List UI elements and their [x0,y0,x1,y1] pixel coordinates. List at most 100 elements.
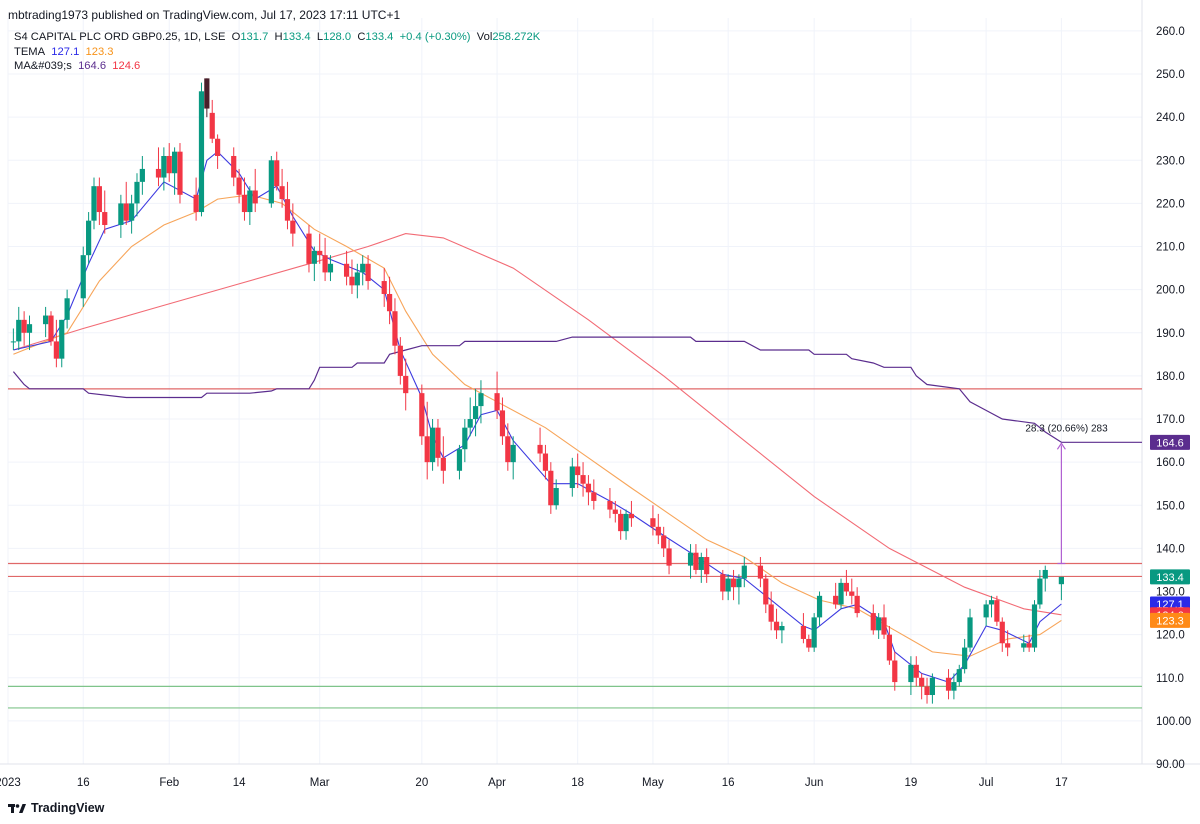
x-tick-label: 17 [1055,777,1068,789]
legend-ma-value-2: 124.6 [112,60,141,72]
legend-open-label: O [231,31,241,43]
x-tick-label: Apr [488,777,506,789]
candle-body [919,677,925,687]
candle-body [843,582,850,592]
tradingview-brand: TradingView [8,801,104,815]
candle-body [204,78,210,109]
candle-body [741,565,747,579]
candle-body [64,298,70,320]
candle-body [236,177,242,195]
measure-label: 28.3 (20.66%) 283 [1025,423,1108,434]
candle-body [1031,604,1038,648]
grid-lines [0,0,1200,765]
legend-tema-value-2: 123.3 [85,45,114,58]
y-tick-label: 240.0 [1156,112,1185,124]
legend-close-label: C [357,31,366,43]
candle-body [118,203,124,225]
candle-body [123,203,129,221]
candle-body [924,686,930,696]
candle-body [424,436,430,463]
legend-tema-row: TEMA 127.1 123.3 [14,45,540,60]
candle-body [553,488,559,506]
legend-high-label: H [274,31,283,43]
candle-body [279,186,285,200]
y-tick-label: 230.0 [1156,155,1185,167]
candle-body [21,319,27,333]
candle-body [306,233,312,264]
candle-body [892,660,898,683]
candle-body [43,315,49,325]
candle-body [580,475,586,484]
candle-body [209,112,215,139]
candle-body [736,578,742,588]
y-tick-label: 140.0 [1156,543,1185,555]
candle-body [757,565,764,579]
candle-body [569,466,575,489]
candle-body [102,212,108,225]
candle-body [1058,576,1064,585]
y-tick-label: 170.0 [1156,414,1185,426]
candle-body [849,591,855,596]
candle-body [456,449,463,471]
candle-body [1042,569,1048,579]
chart-legend: S4 CAPITAL PLC ORD GBP0.25, 1D, LSE O131… [14,30,540,74]
candle-body [467,419,473,428]
x-tick-label: 20 [415,777,428,789]
y-tick-label: 180.0 [1156,371,1185,383]
candle-body [967,617,973,648]
y-tick-label: 130.0 [1156,587,1185,599]
ma-slow-line [13,233,1062,616]
x-tick-label: 16 [722,777,735,789]
price-badge-label: 133.4 [1156,572,1184,584]
candles [10,78,1064,704]
candle-body [510,444,516,463]
candle-body [1021,643,1027,648]
y-tick-label: 220.0 [1156,198,1185,210]
candle-body [397,345,403,376]
legend-change: +0.4 (+0.30%) [399,31,471,43]
candle-body [499,410,506,437]
candle-body [172,151,178,174]
candle-body [983,604,989,618]
candle-body [215,138,221,156]
y-tick-label: 160.0 [1156,457,1185,469]
legend-low: 128.0 [323,31,352,43]
y-tick-label: 150.0 [1156,500,1185,512]
candle-body [429,427,436,463]
candle-body [687,552,694,566]
legend-tema-value-1: 127.1 [51,45,80,58]
y-tick-label: 250.0 [1156,69,1185,81]
candle-body [365,263,371,282]
candle-body [833,595,839,605]
candle-body [999,621,1005,644]
candle-body [96,186,102,213]
legend-ma-value-1: 164.6 [78,60,107,72]
tema-slow-line [13,194,1062,657]
candle-body [177,151,183,195]
candle-body [1037,578,1043,605]
candle-body [139,168,145,182]
candle-body [628,513,635,519]
candle-body [575,466,581,476]
measure-tool: 28.3 (20.66%) 283 [1025,423,1142,565]
candle-body [698,557,704,570]
candle-body [913,664,919,678]
candle-body [494,393,500,411]
y-tick-label: 100.00 [1156,716,1191,728]
x-tick-label: Jun [805,777,824,789]
candle-body [730,578,737,588]
candle-body [472,406,479,420]
y-tick-label: 190.0 [1156,328,1185,340]
candle-body [768,604,774,622]
candle-body [881,617,887,635]
ma-fast-line [12,336,1062,443]
candle-body [585,483,592,493]
legend-ma-label: MA&#039;s [14,60,72,72]
candle-body [838,582,844,605]
candle-body [994,600,1000,622]
x-tick-label: 18 [571,777,584,789]
candle-body [655,526,661,536]
price-badge [1150,569,1190,585]
candle-body [870,613,876,631]
